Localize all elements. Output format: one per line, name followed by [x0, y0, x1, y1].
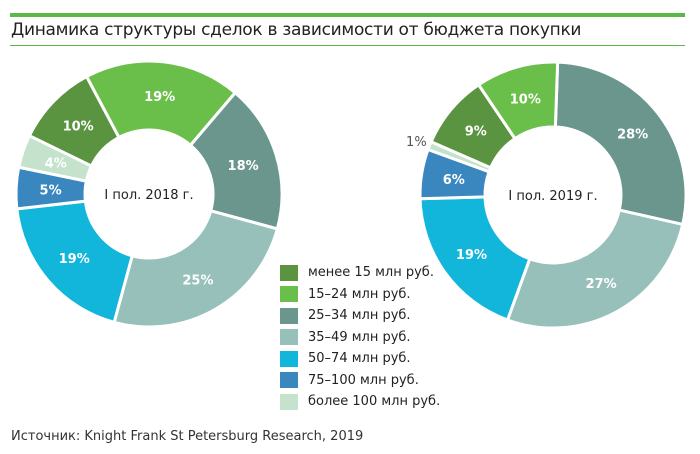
data-label: 28%: [617, 128, 648, 143]
legend-label: 75–100 млн руб.: [308, 372, 419, 388]
donut-segment: [505, 208, 685, 330]
donut-segment: [418, 195, 532, 322]
donut-segment: [84, 59, 238, 148]
legend-swatch: [280, 393, 298, 410]
data-label: 6%: [443, 173, 465, 188]
data-label: 10%: [510, 92, 541, 107]
data-label: 19%: [59, 252, 90, 267]
legend-label: 35–49 млн руб.: [308, 329, 411, 345]
legend-swatch: [280, 264, 298, 281]
data-label: 9%: [465, 125, 487, 140]
data-label: 19%: [456, 248, 487, 263]
donut-segment: [112, 208, 280, 329]
legend-item: 35–49 млн руб.: [280, 327, 440, 349]
legend-swatch: [280, 372, 298, 389]
donut-segment: [188, 90, 284, 231]
legend-swatch: [280, 329, 298, 346]
legend-item: 75–100 млн руб.: [280, 370, 440, 392]
donut-segment: [27, 74, 121, 168]
donut-segment: [15, 199, 135, 325]
legend: менее 15 млн руб. 15–24 млн руб. 25–34 млн…: [280, 262, 440, 413]
legend-item: более 100 млн руб.: [280, 391, 440, 413]
legend-item: менее 15 млн руб.: [280, 262, 440, 284]
top-accent-bar: [10, 13, 685, 17]
legend-label: более 100 млн руб.: [308, 394, 441, 410]
legend-label: 25–34 млн руб.: [308, 308, 411, 324]
data-label: 19%: [144, 90, 175, 105]
title-divider: [10, 45, 685, 46]
legend-item: 50–74 млн руб.: [280, 348, 440, 370]
data-label: 10%: [63, 120, 94, 135]
source-note: Источник: Knight Frank St Petersburg Res…: [11, 429, 364, 444]
legend-item: 15–24 млн руб.: [280, 284, 440, 306]
donut-center-title: I пол. 2019 г.: [508, 189, 597, 204]
legend-label: 15–24 млн руб.: [308, 286, 411, 302]
donut-center-title: I пол. 2018 г.: [104, 188, 193, 203]
donut-segment: [553, 60, 688, 227]
data-label: 5%: [40, 184, 62, 199]
legend-item: 25–34 млн руб.: [280, 305, 440, 327]
data-label: 18%: [228, 159, 259, 174]
data-label: 25%: [182, 273, 213, 288]
donut-segment: [476, 60, 560, 141]
legend-swatch: [280, 286, 298, 303]
legend-swatch: [280, 350, 298, 367]
legend-label: менее 15 млн руб.: [308, 265, 434, 281]
data-label: 1%: [406, 135, 427, 150]
data-label: 4%: [45, 156, 67, 171]
chart-title: Динамика структуры сделок в зависимости …: [11, 20, 582, 40]
legend-label: 50–74 млн руб.: [308, 351, 411, 367]
legend-swatch: [280, 307, 298, 324]
data-label: 27%: [586, 277, 617, 292]
